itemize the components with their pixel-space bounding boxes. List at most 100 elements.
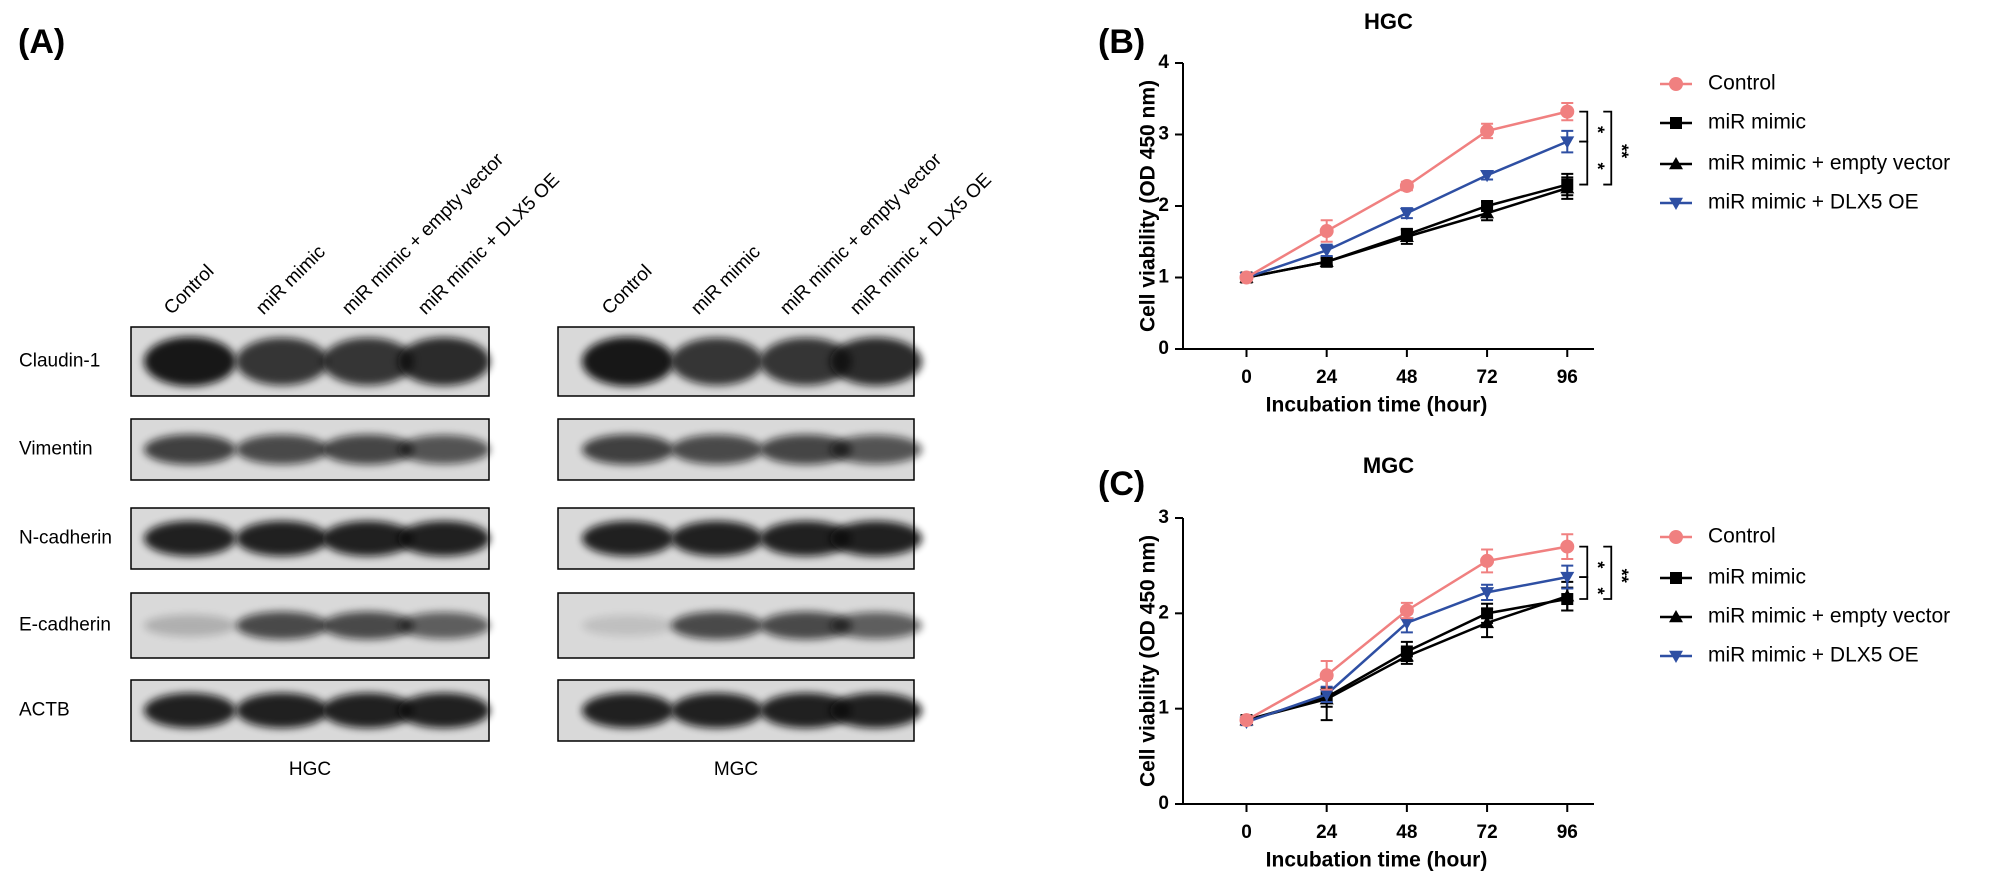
data-point [1480,170,1495,183]
x-axis-label: Incubation time (hour) [1266,849,1488,872]
legend-label: Control [1708,525,1776,548]
band [582,434,674,465]
band [671,337,763,386]
lane-label: miR mimic + empty vector [338,149,508,319]
row-label: E-cadherin [19,615,111,636]
legend-label: miR mimic + DLX5 OE [1708,191,1919,214]
data-point [1480,553,1495,568]
band [760,520,852,557]
data-point [1561,593,1574,606]
band [236,611,328,640]
data-point [1481,200,1494,212]
data-point [1480,123,1495,138]
data-point [1481,607,1494,620]
data-point [1319,224,1334,239]
band [236,434,328,465]
data-point [1400,228,1413,241]
significance-bracket [1603,545,1613,600]
blot-frame [130,326,490,397]
significance-bracket [1579,140,1589,186]
x-tick-label: 72 [1477,822,1498,843]
x-tick-label: 48 [1396,367,1417,388]
legend-marker [1669,530,1683,544]
band [830,434,922,465]
row-label: N-cadherin [19,528,112,549]
blot-frame [557,507,915,570]
x-tick-label: 24 [1316,367,1338,388]
data-point [1319,245,1334,258]
data-point [1399,207,1414,221]
band [398,337,490,386]
band [144,336,236,387]
band [671,434,763,465]
series-line [1245,110,1568,279]
legend-marker [1670,572,1682,584]
blot-frame [557,679,915,742]
band [144,614,236,637]
band [236,692,328,729]
significance-label: * [1588,561,1608,568]
blot-frame [130,592,490,659]
band [322,611,414,640]
y-axis-label: Cell viability (OD 450 nm) [1137,80,1160,332]
band [398,520,490,557]
data-point [1239,713,1254,728]
band [582,336,674,387]
x-tick-label: 24 [1316,822,1338,843]
legend-label: Control [1708,72,1776,95]
lane-label: miR mimic [687,242,765,320]
band [760,434,852,465]
lane-label: miR mimic + DLX5 OE [846,169,996,319]
y-tick-label: 3 [1158,507,1169,528]
cell-line-label: MGC [714,759,758,780]
y-tick-label: 0 [1158,338,1169,359]
significance-label: ** [1612,569,1632,583]
significance-label: * [1588,163,1608,170]
legend-marker [1669,157,1683,170]
legend-marker [1670,117,1682,129]
y-tick-label: 1 [1158,267,1169,288]
data-point [1560,571,1575,585]
significance-label: * [1588,588,1608,595]
row-label: ACTB [19,700,70,721]
lane-label: Control [160,261,218,319]
data-point [1239,270,1254,285]
band [582,692,674,729]
band [830,520,922,557]
blot-frame [557,326,915,397]
legend-label: miR mimic + DLX5 OE [1708,644,1919,667]
band [322,337,414,386]
legend-label: miR mimic + empty vector [1708,152,1950,175]
band [322,692,414,729]
band [236,520,328,557]
panel-label: (A) [18,23,65,61]
lane-label: miR mimic + DLX5 OE [414,169,564,319]
band [760,611,852,640]
y-tick-label: 0 [1158,793,1169,814]
legend-marker [1669,610,1683,623]
x-tick-label: 72 [1477,367,1498,388]
y-tick-label: 1 [1158,698,1169,719]
data-point [1480,206,1495,219]
data-point [1399,603,1414,618]
x-tick-label: 96 [1557,822,1578,843]
band [671,520,763,557]
data-point [1561,178,1574,191]
data-point [1560,104,1575,119]
data-point [1320,255,1333,268]
x-tick-label: 0 [1241,822,1252,843]
significance-label: * [1588,126,1608,133]
significance-bracket [1579,110,1589,143]
band [830,612,922,639]
lane-label: Control [598,261,656,319]
legend-marker [1669,650,1683,663]
blot-frame [130,679,490,742]
x-tick-label: 0 [1241,367,1252,388]
band [582,615,674,636]
band [582,520,674,557]
y-tick-label: 2 [1158,602,1169,623]
data-point [1319,689,1334,702]
band [671,692,763,729]
band [236,337,328,386]
